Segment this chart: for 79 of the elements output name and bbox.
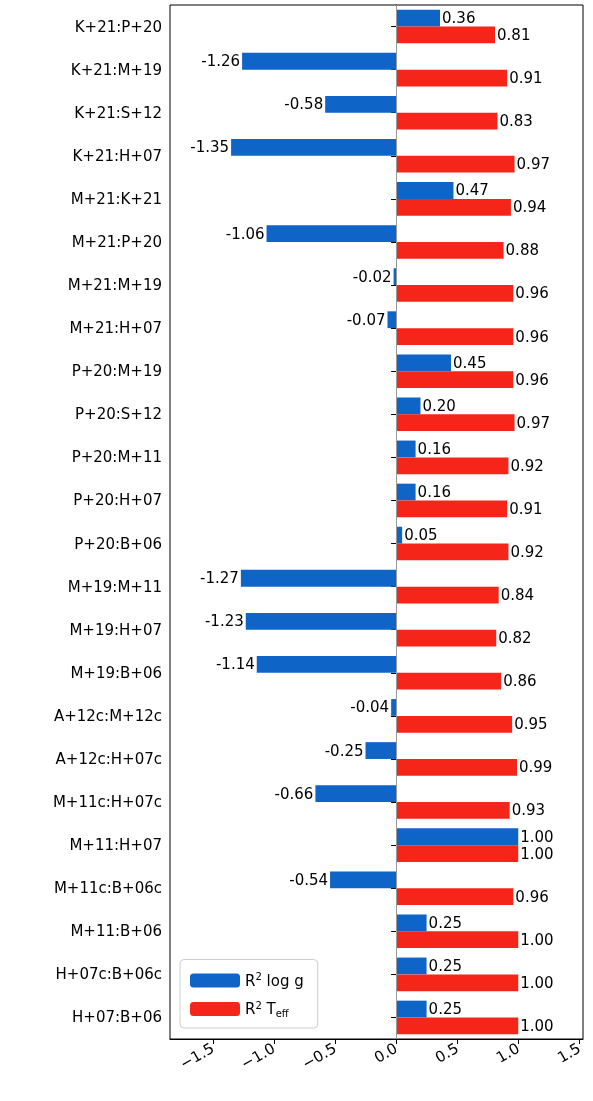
data-label: -1.26 [201, 52, 241, 71]
data-label: 0.92 [510, 542, 544, 561]
data-label: 1.00 [520, 973, 554, 992]
data-label: 0.84 [500, 586, 535, 605]
y-tick-label: K+21:M+19 [70, 60, 162, 79]
data-label: 0.45 [453, 353, 487, 372]
data-label: 0.96 [515, 284, 549, 303]
data-label: 0.86 [503, 672, 537, 691]
data-label: -1.06 [225, 224, 265, 243]
data-label: 0.05 [404, 526, 438, 545]
data-label: 0.92 [510, 456, 544, 475]
data-label: 1.00 [520, 827, 554, 846]
y-tick-label: M+21:P+20 [71, 232, 162, 251]
data-label: 0.25 [428, 1000, 462, 1019]
data-label: 0.97 [516, 155, 550, 174]
x-tick-label: 1.5 [554, 1039, 584, 1067]
y-tick-label: M+11c:H+07c [52, 793, 162, 812]
data-label: -1.23 [204, 612, 244, 631]
x-tick-label: −0.5 [298, 1039, 340, 1073]
data-label: 0.96 [515, 370, 549, 389]
data-label: 0.47 [455, 181, 489, 200]
y-tick-label: M+11:H+07 [69, 836, 162, 855]
y-tick-label: A+12c:H+07c [55, 749, 162, 768]
x-tick-label: −1.5 [176, 1039, 218, 1073]
data-label: -0.04 [350, 698, 390, 717]
data-label: -0.07 [346, 310, 386, 329]
data-label: 0.93 [511, 801, 546, 820]
data-label: 1.00 [520, 1016, 554, 1035]
x-tick-label: 0.0 [370, 1039, 401, 1067]
y-tick-label: M+19:B+06 [70, 663, 162, 682]
y-tick-label: P+20:B+06 [74, 534, 162, 553]
y-tick-label: K+21:H+07 [72, 146, 162, 165]
y-tick-label: K+21:S+12 [74, 103, 162, 122]
data-label: -0.58 [284, 95, 324, 114]
data-label: 0.95 [514, 715, 548, 734]
data-label: 0.82 [498, 629, 532, 648]
data-label: 0.96 [515, 887, 549, 906]
x-tick-label: −1.0 [237, 1039, 279, 1073]
y-tick-label: M+21:K+21 [70, 189, 162, 208]
data-label: 0.16 [417, 483, 452, 502]
data-label: 0.91 [509, 499, 543, 518]
data-label: 1.00 [520, 930, 554, 949]
data-label: 0.96 [515, 327, 549, 346]
data-label: -0.25 [324, 741, 364, 760]
data-label: 0.83 [499, 112, 533, 131]
y-tick-label: M+11:B+06 [70, 922, 162, 941]
y-tick-label: M+19:H+07 [69, 620, 162, 639]
y-tick-label: K+21:P+20 [74, 17, 162, 36]
y-tick-label: H+07c:B+06c [55, 965, 162, 984]
data-label: 0.25 [428, 956, 462, 975]
data-label: 0.94 [512, 198, 547, 217]
data-label: 1.00 [520, 844, 554, 863]
y-tick-label: P+20:M+19 [71, 362, 162, 381]
y-tick-label: M+21:M+19 [67, 276, 162, 295]
data-label: -0.66 [274, 784, 314, 803]
y-tick-label: M+19:M+11 [67, 577, 162, 596]
x-tick-label: 1.0 [493, 1039, 523, 1067]
data-label: 0.97 [516, 413, 550, 432]
y-tick-label: M+11c:B+06c [53, 879, 162, 898]
data-label: 0.25 [428, 913, 462, 932]
data-label: 0.99 [519, 758, 553, 777]
data-label: 0.36 [442, 9, 476, 28]
y-tick-label: H+07:B+06 [72, 1008, 162, 1027]
data-label: -1.27 [200, 569, 239, 588]
data-label: 0.81 [497, 25, 531, 44]
data-label: 0.91 [509, 69, 543, 88]
data-label: -0.02 [352, 267, 392, 286]
y-tick-label: P+20:H+07 [73, 491, 162, 510]
data-label: -0.54 [289, 870, 329, 889]
y-tick-label: A+12c:M+12c [53, 706, 162, 725]
data-label: 0.16 [417, 439, 452, 458]
data-label: 0.88 [505, 241, 539, 260]
data-label: -1.14 [215, 655, 255, 674]
x-tick-label: 0.5 [432, 1039, 462, 1067]
y-tick-label: M+21:H+07 [69, 319, 162, 338]
data-label: 0.20 [422, 396, 456, 415]
data-label: -1.35 [190, 138, 230, 157]
y-tick-label: P+20:M+11 [71, 448, 162, 467]
y-tick-label: P+20:S+12 [75, 405, 162, 424]
